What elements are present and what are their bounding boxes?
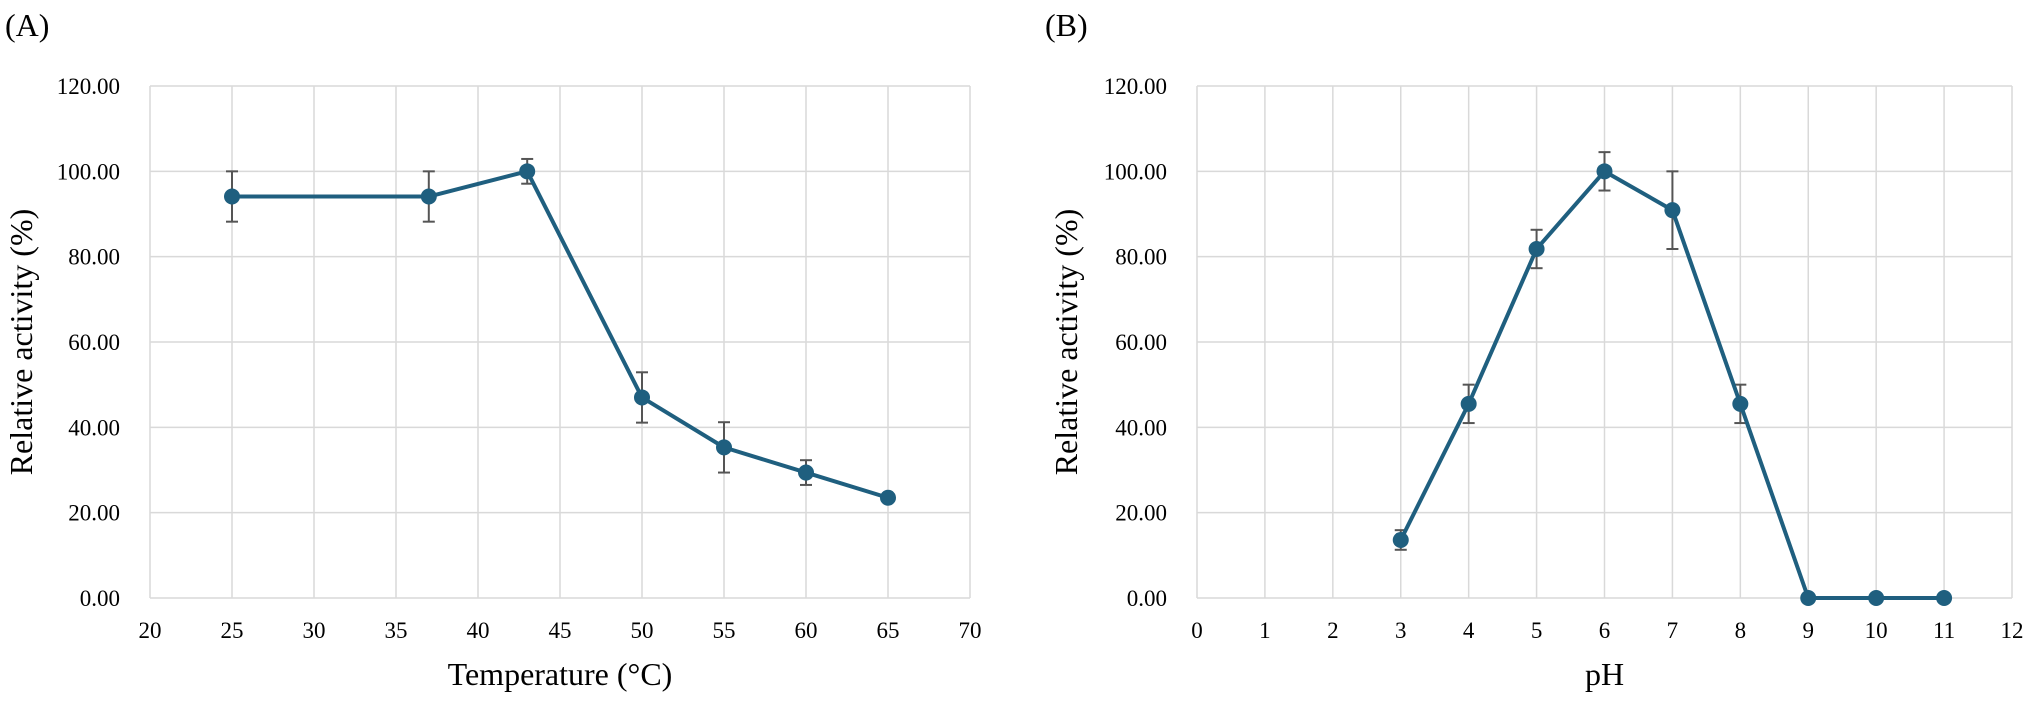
chart-a-data-point [634, 389, 650, 406]
chart-b-x-tick-label: 10 [1865, 618, 1888, 643]
chart-panel-b: 0 1 2 3 4 5 6 7 8 9 10 11 12 0.00 20.00 40.00 60.00 80.00… [1045, 0, 2030, 702]
chart-b-x-tick-label: 7 [1667, 618, 1679, 643]
chart-b-x-axis-title: pH [1585, 656, 1624, 692]
chart-a-x-tick-label: 20 [139, 618, 162, 643]
chart-b-data-point [1528, 240, 1545, 257]
chart-a-panel-label: (A) [5, 7, 49, 43]
chart-a-y-tick-label: 0.00 [80, 586, 120, 611]
chart-b-y-tick-label: 80.00 [1115, 245, 1167, 270]
chart-a-data-point [420, 188, 437, 205]
chart-a-y-tick-label: 80.00 [68, 245, 120, 270]
chart-b-x-tick-label: 12 [2001, 618, 2024, 643]
chart-b-data-point [1596, 163, 1613, 180]
chart-b-y-tick-label: 60.00 [1115, 330, 1167, 355]
chart-b-x-tick-label: 1 [1259, 618, 1271, 643]
chart-a-x-axis-title: Temperature (°C) [448, 656, 673, 692]
chart-b-y-tick-label: 100.00 [1104, 159, 1167, 184]
chart-b-x-tick-label: 2 [1327, 618, 1339, 643]
chart-b-x-tick-label: 9 [1803, 618, 1815, 643]
chart-b-data-point [1732, 395, 1749, 412]
chart-b-data-point [1868, 590, 1885, 606]
chart-b-data-point [1936, 590, 1953, 606]
chart-a-data-point [798, 464, 814, 481]
chart-a-y-tick-label: 100.00 [57, 159, 120, 184]
chart-a-x-tick-label: 65 [877, 618, 900, 643]
chart-b-x-tick-label: 5 [1531, 618, 1543, 643]
chart-a-x-tick-label: 40 [467, 618, 490, 643]
chart-b-x-tick-label: 3 [1395, 618, 1407, 643]
chart-a-y-tick-label: 40.00 [68, 415, 120, 440]
chart-a-x-tick-label: 30 [303, 618, 326, 643]
chart-panel-a: 20 25 30 35 40 45 50 55 60 65 70 0.00 20.00 40.00 60.0… [0, 0, 985, 702]
chart-b-data-point [1392, 531, 1409, 548]
chart-a-x-tick-label: 50 [631, 618, 654, 643]
chart-b-data-point [1800, 590, 1817, 606]
chart-a-y-tick-label: 120.00 [57, 74, 120, 99]
chart-b-y-tick-label: 0.00 [1127, 586, 1167, 611]
chart-b-panel-label: (B) [1045, 7, 1088, 43]
chart-b-x-tick-label: 6 [1599, 618, 1611, 643]
chart-a-x-tick-label: 35 [385, 618, 408, 643]
chart-a-y-axis-title: Relative activity (%) [3, 209, 39, 476]
chart-a-y-tick-label: 20.00 [68, 501, 120, 526]
chart-a-x-tick-label: 70 [959, 618, 982, 643]
chart-b-y-axis-title: Relative activity (%) [1048, 209, 1084, 476]
chart-b-x-tick-label: 8 [1735, 618, 1747, 643]
chart-a-data-point [716, 439, 732, 456]
chart-b-x-tick-label: 4 [1463, 618, 1475, 643]
chart-a-data-point [880, 489, 896, 506]
chart-b-y-tick-label: 40.00 [1115, 415, 1167, 440]
chart-a-svg: 20 25 30 35 40 45 50 55 60 65 70 0.00 20.00 40.00 60.0… [3, 7, 982, 692]
chart-a-x-tick-label: 45 [549, 618, 572, 643]
chart-b-y-tick-label: 120.00 [1104, 74, 1167, 99]
chart-b-svg: 0 1 2 3 4 5 6 7 8 9 10 11 120.0020.0040.0060.0080.00… [1045, 7, 2024, 692]
chart-a-data-point [519, 163, 536, 180]
chart-b-x-tick-label: 0 [1191, 618, 1203, 643]
chart-b-y-tick-label: 20.00 [1115, 501, 1167, 526]
chart-b-data-point [1664, 202, 1681, 219]
chart-a-data-point [224, 188, 240, 205]
chart-a-x-tick-label: 60 [795, 618, 818, 643]
chart-b-data-point [1460, 395, 1477, 412]
chart-a-y-tick-label: 60.00 [68, 330, 120, 355]
chart-a-x-tick-label: 55 [713, 618, 736, 643]
chart-b-x-tick-label: 11 [1933, 618, 1955, 643]
chart-a-x-tick-label: 25 [221, 618, 244, 643]
